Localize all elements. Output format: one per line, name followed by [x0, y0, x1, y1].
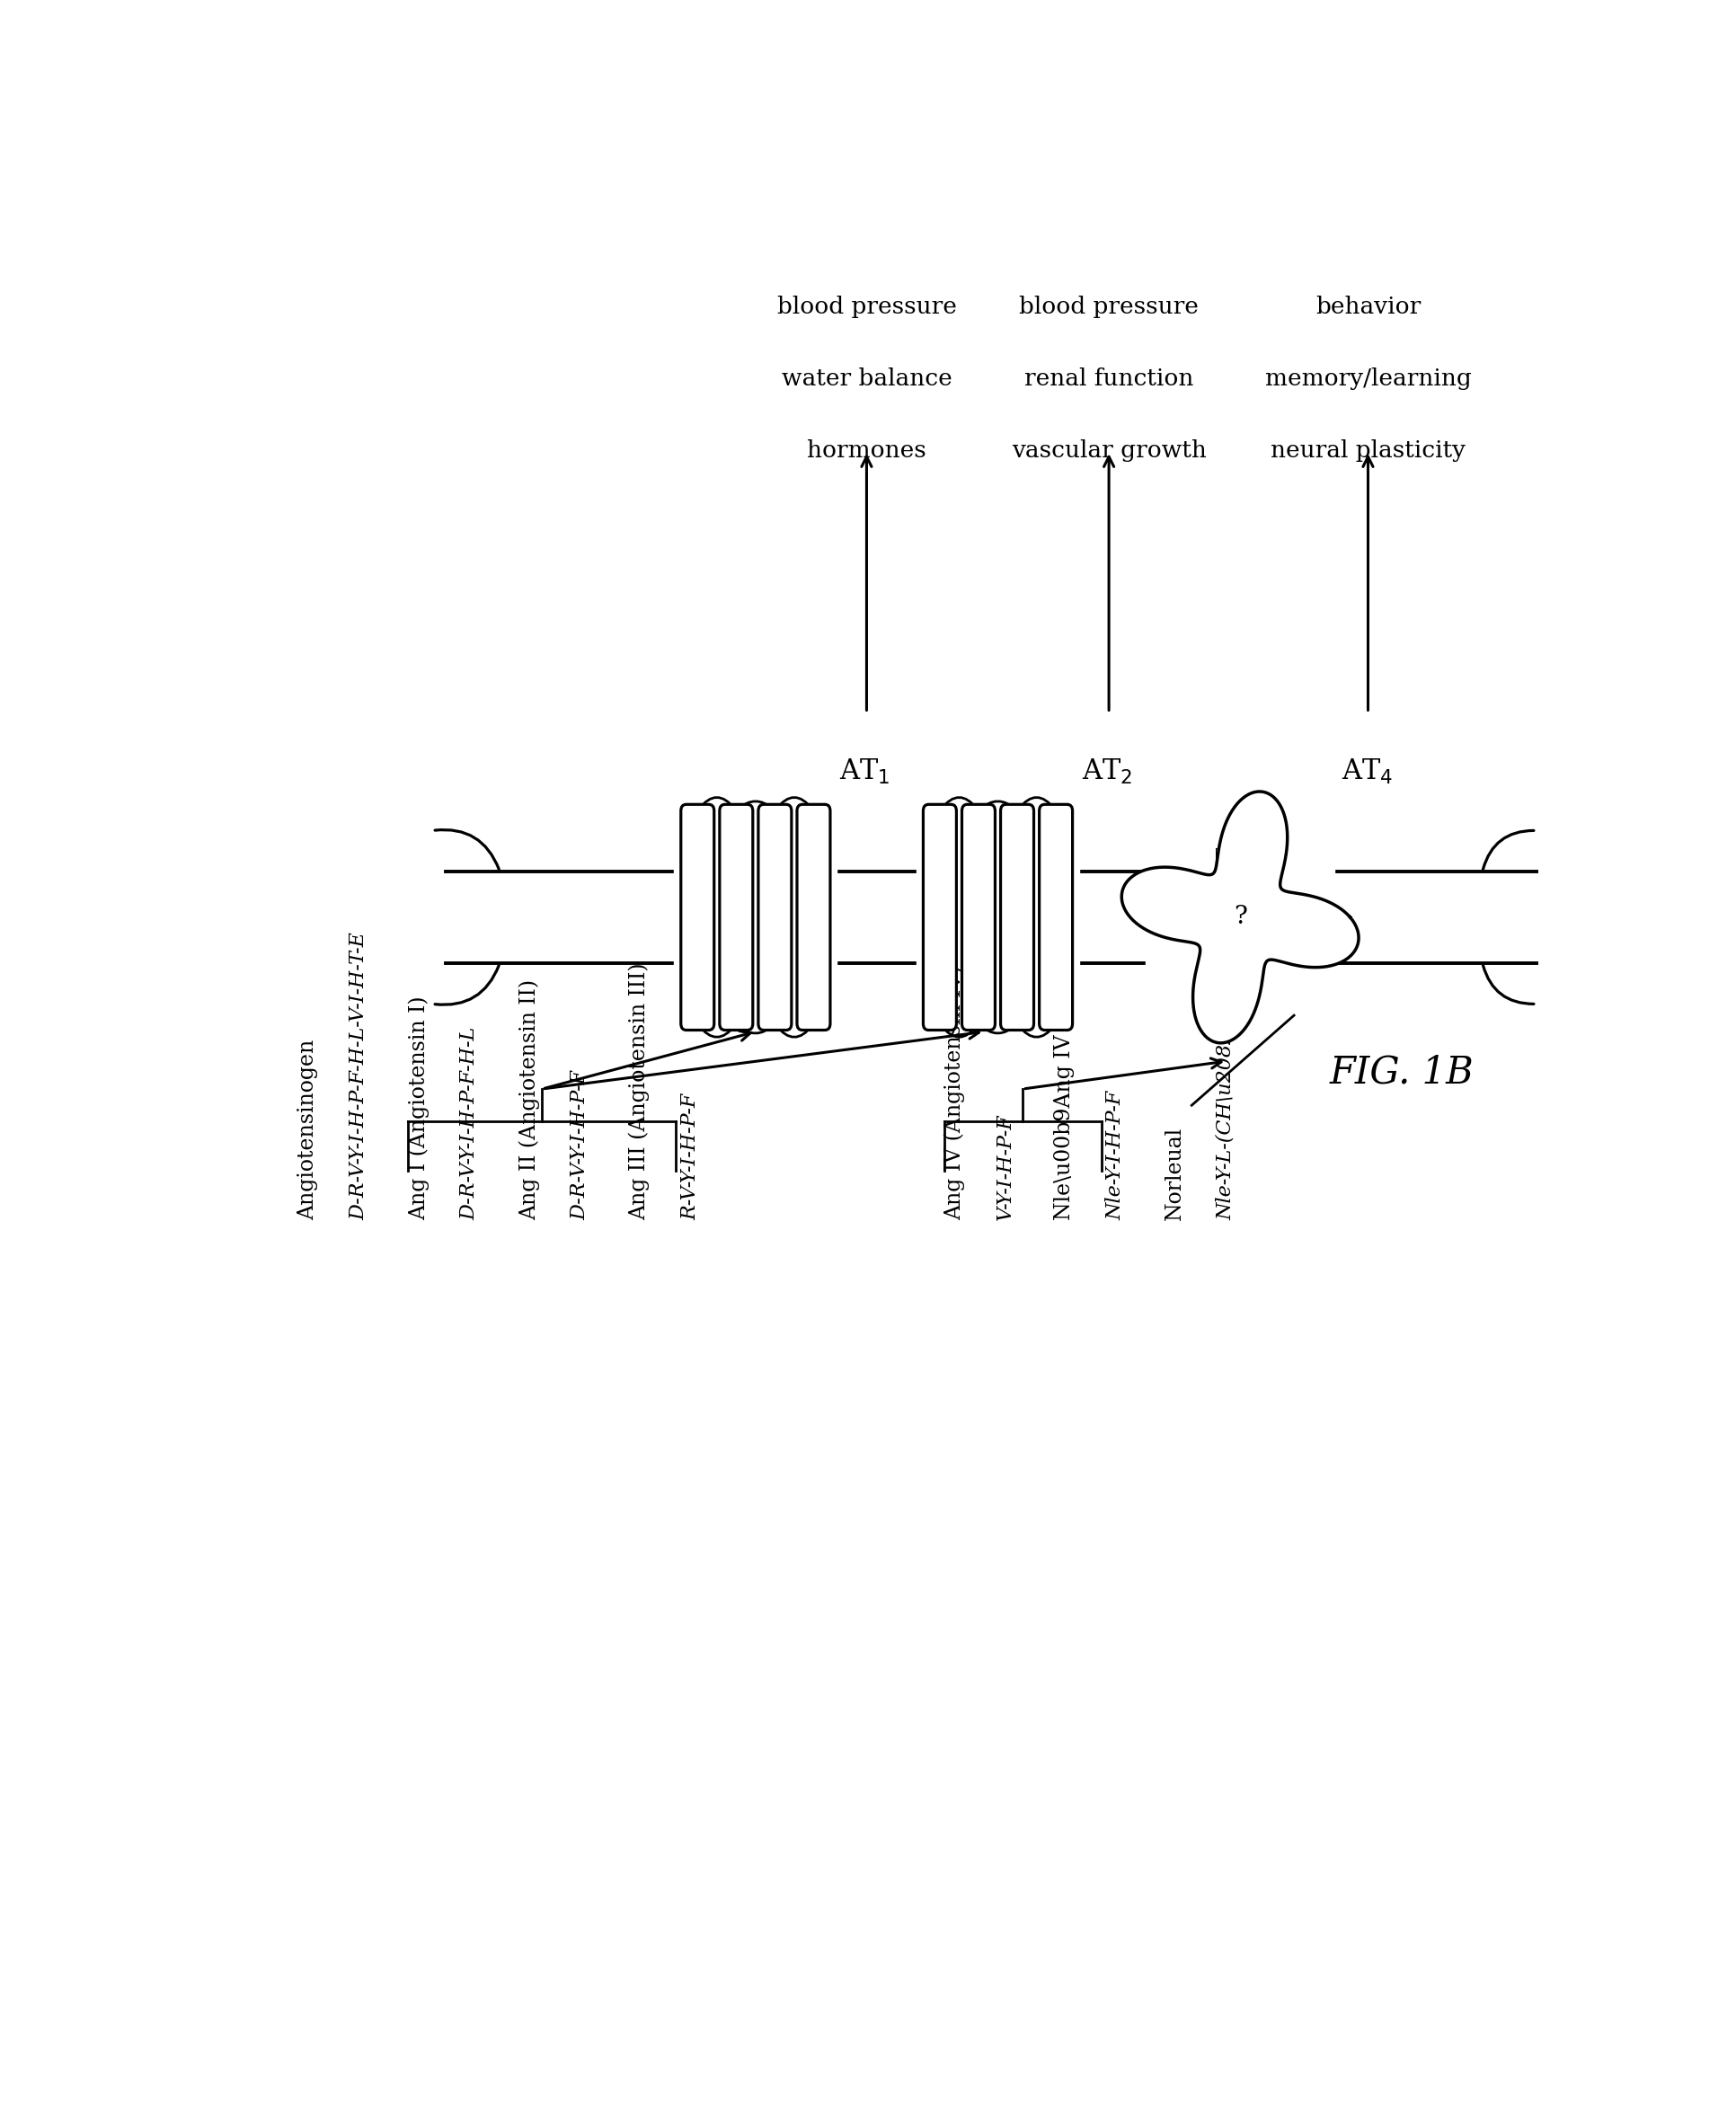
Text: Ang IV (Angiotensin IV): Ang IV (Angiotensin IV) [944, 964, 965, 1219]
Text: behavior: behavior [1314, 295, 1420, 319]
FancyBboxPatch shape [1038, 805, 1071, 1030]
Text: Norleual: Norleual [1165, 1126, 1184, 1219]
Text: water balance: water balance [781, 367, 951, 391]
Text: memory/learning: memory/learning [1264, 367, 1470, 391]
Text: hormones: hormones [807, 440, 925, 463]
FancyBboxPatch shape [1000, 805, 1033, 1030]
Text: ?: ? [1233, 905, 1246, 930]
Text: renal function: renal function [1024, 367, 1193, 391]
Text: AT$_4$: AT$_4$ [1340, 758, 1392, 786]
FancyBboxPatch shape [962, 805, 995, 1030]
Text: Angiotensinogen: Angiotensinogen [299, 1039, 318, 1219]
Text: D-R-V-Y-I-H-P-F-H-L-V-I-H-T-E: D-R-V-Y-I-H-P-F-H-L-V-I-H-T-E [349, 932, 368, 1219]
FancyBboxPatch shape [924, 805, 957, 1030]
Text: D-R-V-Y-I-H-P-F: D-R-V-Y-I-H-P-F [569, 1070, 589, 1219]
FancyBboxPatch shape [719, 805, 752, 1030]
Text: FIG. 1B: FIG. 1B [1328, 1054, 1474, 1092]
Text: Ang I (Angiotensin I): Ang I (Angiotensin I) [408, 996, 429, 1219]
Text: R-V-Y-I-H-P-F: R-V-Y-I-H-P-F [681, 1092, 700, 1219]
Text: neural plasticity: neural plasticity [1269, 440, 1465, 463]
Text: AT$_1$: AT$_1$ [838, 758, 891, 786]
Text: AT$_2$: AT$_2$ [1082, 758, 1132, 786]
Text: Ang III (Angiotensin III): Ang III (Angiotensin III) [628, 962, 649, 1219]
Text: Nle-Y-L-(CH\u2082-NH\u2082)-H-P-F: Nle-Y-L-(CH\u2082-NH\u2082)-H-P-F [1215, 847, 1234, 1219]
Text: blood pressure: blood pressure [1019, 295, 1198, 319]
Bar [917, 869, 1078, 966]
Text: vascular growth: vascular growth [1010, 440, 1207, 463]
Polygon shape [1121, 792, 1358, 1043]
FancyBboxPatch shape [759, 805, 792, 1030]
FancyBboxPatch shape [681, 805, 713, 1030]
Text: V-Y-I-H-P-F: V-Y-I-H-P-F [995, 1113, 1014, 1219]
Text: Ang II (Angiotensin II): Ang II (Angiotensin II) [519, 979, 540, 1219]
Text: Nle-Y-I-H-P-F: Nle-Y-I-H-P-F [1106, 1090, 1125, 1219]
Bar [1146, 869, 1333, 966]
Bar [674, 869, 837, 966]
Text: blood pressure: blood pressure [776, 295, 957, 319]
Text: Nle\u00b9Ang IV: Nle\u00b9Ang IV [1054, 1034, 1075, 1219]
FancyBboxPatch shape [797, 805, 830, 1030]
Text: D-R-V-Y-I-H-P-F-H-L: D-R-V-Y-I-H-P-F-H-L [460, 1026, 479, 1219]
